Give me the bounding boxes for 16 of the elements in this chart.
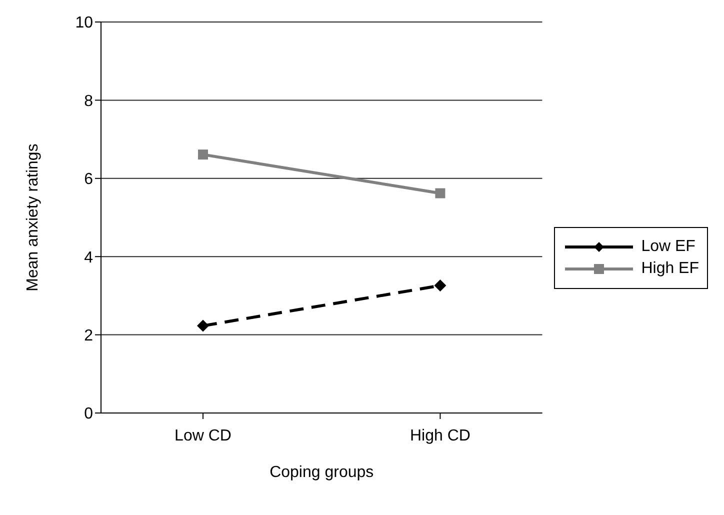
legend-label: Low EF [641, 238, 696, 256]
y-tick-label: 8 [84, 92, 94, 110]
x-tick-label: Low CD [174, 427, 232, 444]
y-tick-label: 6 [84, 171, 94, 188]
x-tick-label: High CD [410, 427, 470, 444]
point [197, 320, 209, 332]
y-tick-label: 0 [84, 406, 94, 423]
y-axis-title: Mean anxiety ratings [24, 144, 42, 292]
point [434, 280, 446, 292]
y-tick-label: 4 [84, 249, 94, 266]
y-tick-label: 10 [75, 14, 94, 32]
legend-label: High EF [641, 260, 699, 278]
point [198, 150, 208, 160]
point [435, 188, 446, 198]
x-axis-title: Coping groups [270, 464, 374, 481]
y-tick-label: 2 [84, 327, 94, 344]
